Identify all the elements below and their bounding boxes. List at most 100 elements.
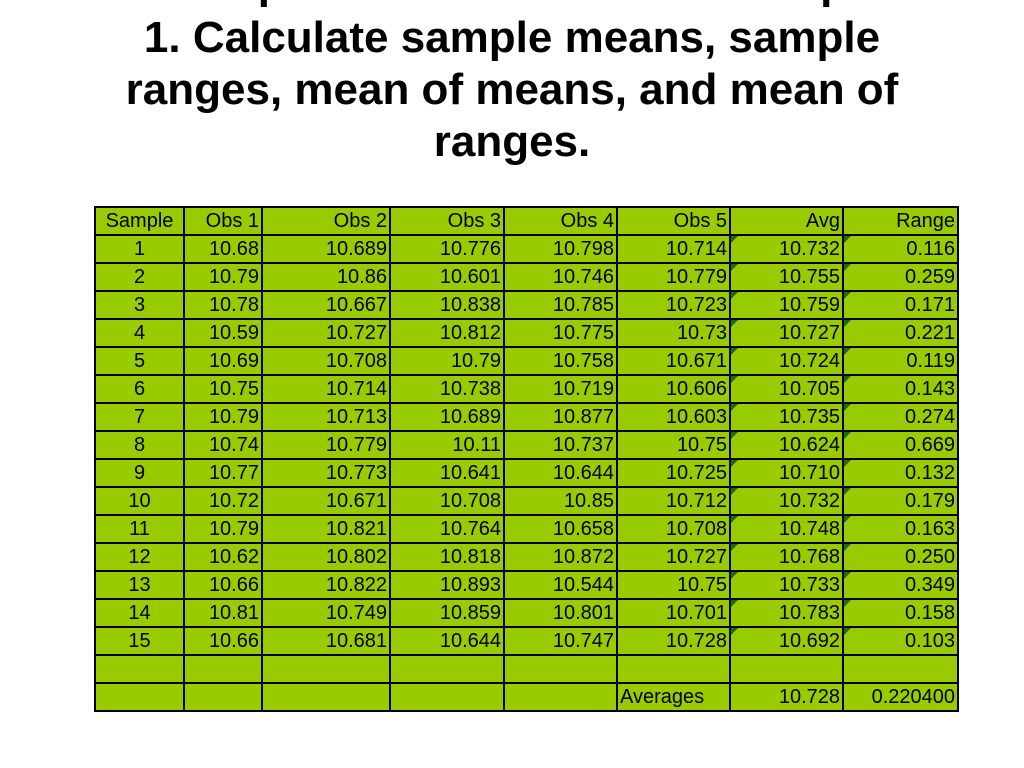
title-line-1: 1. Calculate sample means, sample bbox=[143, 13, 881, 62]
mean-of-ranges: 0.220400 bbox=[842, 682, 959, 712]
error-indicator-icon bbox=[844, 348, 851, 355]
cell-value: 10.872 bbox=[552, 546, 614, 568]
cell-obs-1: 10.81 bbox=[183, 598, 263, 628]
error-indicator-icon bbox=[731, 544, 738, 551]
title-line-2: ranges, mean of means, and mean of bbox=[125, 65, 899, 114]
cell-obs-5: 10.671 bbox=[616, 346, 731, 376]
cell-obs-3: 10.601 bbox=[389, 262, 505, 292]
cell-value: 10.66 bbox=[208, 630, 259, 652]
cell-obs-5: 10.712 bbox=[616, 486, 731, 516]
cell-obs-2: 10.689 bbox=[261, 234, 391, 264]
cell-value: 10.708 bbox=[665, 518, 727, 540]
cell-obs-5: 10.708 bbox=[616, 514, 731, 544]
error-indicator-icon bbox=[731, 404, 738, 411]
cell-obs-3: 10.738 bbox=[389, 374, 505, 404]
title-line-3: ranges. bbox=[433, 117, 591, 166]
cell-value: 10.727 bbox=[778, 322, 840, 344]
cell-value: 1 bbox=[133, 238, 146, 260]
cell-value: 10.671 bbox=[665, 350, 727, 372]
cell-value: 10.738 bbox=[439, 378, 501, 400]
cell-obs-4: 10.747 bbox=[503, 626, 618, 656]
cell-value: 0.259 bbox=[904, 266, 955, 288]
cell-range: 0.179 bbox=[842, 486, 959, 516]
cell-value: 10.802 bbox=[325, 546, 387, 568]
header-avg: Avg bbox=[729, 206, 844, 236]
cell-value: 10.732 bbox=[778, 238, 840, 260]
cell-obs-4: 10.785 bbox=[503, 290, 618, 320]
cell-obs-4: 10.758 bbox=[503, 346, 618, 376]
error-indicator-icon bbox=[731, 488, 738, 495]
cell-range: 0.171 bbox=[842, 290, 959, 320]
cell-obs-2: 10.773 bbox=[261, 458, 391, 488]
cell-value: 10.66 bbox=[208, 574, 259, 596]
error-indicator-icon bbox=[844, 544, 851, 551]
cell-value: 10.68 bbox=[208, 238, 259, 260]
cell-value: 10.78 bbox=[208, 294, 259, 316]
error-indicator-icon bbox=[731, 376, 738, 383]
cell-obs-3: 10.776 bbox=[389, 234, 505, 264]
cell-value: 10.708 bbox=[439, 490, 501, 512]
cell-value: 10.773 bbox=[325, 462, 387, 484]
cell-obs-5: 10.728 bbox=[616, 626, 731, 656]
cell-sample: 6 bbox=[94, 374, 185, 404]
error-indicator-icon bbox=[844, 432, 851, 439]
cell-obs-1: 10.69 bbox=[183, 346, 263, 376]
empty-cell bbox=[503, 682, 618, 712]
header-obs-3: Obs 3 bbox=[389, 206, 505, 236]
cell-value: 10.838 bbox=[439, 294, 501, 316]
cell-value: 10.801 bbox=[552, 602, 614, 624]
cell-obs-5: 10.727 bbox=[616, 542, 731, 572]
cell-obs-4: 10.775 bbox=[503, 318, 618, 348]
cell-value: 5 bbox=[133, 350, 146, 372]
cell-obs-2: 10.713 bbox=[261, 402, 391, 432]
cell-obs-3: 10.641 bbox=[389, 458, 505, 488]
cell-sample: 3 bbox=[94, 290, 185, 320]
cell-value: 10.759 bbox=[778, 294, 840, 316]
cell-obs-3: 10.818 bbox=[389, 542, 505, 572]
cell-sample: 13 bbox=[94, 570, 185, 600]
cell-obs-3: 10.708 bbox=[389, 486, 505, 516]
table-row: 1 10.68 10.689 10.776 10.798 10.714 10.732 0.11… bbox=[94, 234, 959, 264]
cell-value: 10.689 bbox=[439, 406, 501, 428]
cell-sample: 7 bbox=[94, 402, 185, 432]
cell-range: 0.259 bbox=[842, 262, 959, 292]
cell-obs-3: 10.764 bbox=[389, 514, 505, 544]
page-title: 1. Calculate sample means, sample ranges… bbox=[30, 12, 994, 168]
cell-value: 0.274 bbox=[904, 406, 955, 428]
empty-cell bbox=[94, 682, 185, 712]
cell-obs-4: 10.877 bbox=[503, 402, 618, 432]
cell-value: 0.221 bbox=[904, 322, 955, 344]
cell-obs-4: 10.798 bbox=[503, 234, 618, 264]
cell-value: 10.749 bbox=[325, 602, 387, 624]
cell-value: 10.737 bbox=[552, 434, 614, 456]
cell-sample: 2 bbox=[94, 262, 185, 292]
cell-value: 0.119 bbox=[906, 350, 955, 372]
cell-obs-1: 10.78 bbox=[183, 290, 263, 320]
cell-value: 12 bbox=[128, 546, 151, 568]
cell-obs-4: 10.737 bbox=[503, 430, 618, 460]
cell-value: 10.689 bbox=[325, 238, 387, 260]
averages-label: Averages bbox=[616, 682, 731, 712]
table-row: 15 10.66 10.681 10.644 10.747 10.728 10.692 0.1… bbox=[94, 626, 959, 656]
error-indicator-icon bbox=[731, 600, 738, 607]
header-obs-4: Obs 4 bbox=[503, 206, 618, 236]
cell-obs-3: 10.859 bbox=[389, 598, 505, 628]
cell-value: 10.641 bbox=[439, 462, 501, 484]
table-row: 5 10.69 10.708 10.79 10.758 10.671 10.724 0.119 bbox=[94, 346, 959, 376]
table-row: 3 10.78 10.667 10.838 10.785 10.723 10.759 0.17… bbox=[94, 290, 959, 320]
cell-value: 10.735 bbox=[778, 406, 840, 428]
cell-obs-2: 10.822 bbox=[261, 570, 391, 600]
cell-value: 10.11 bbox=[452, 434, 501, 456]
error-indicator-icon bbox=[731, 572, 738, 579]
cell-avg: 10.768 bbox=[729, 542, 844, 572]
table-row: 9 10.77 10.773 10.641 10.644 10.725 10.710 0.13… bbox=[94, 458, 959, 488]
cell-range: 0.119 bbox=[842, 346, 959, 376]
error-indicator-icon bbox=[844, 264, 851, 271]
cell-value: 14 bbox=[128, 602, 151, 624]
cell-value: 10.606 bbox=[665, 378, 727, 400]
cell-value: 0.250 bbox=[904, 546, 955, 568]
cell-sample: 15 bbox=[94, 626, 185, 656]
cell-value: 3 bbox=[133, 294, 146, 316]
empty-cell bbox=[261, 654, 391, 684]
cell-sample: 8 bbox=[94, 430, 185, 460]
